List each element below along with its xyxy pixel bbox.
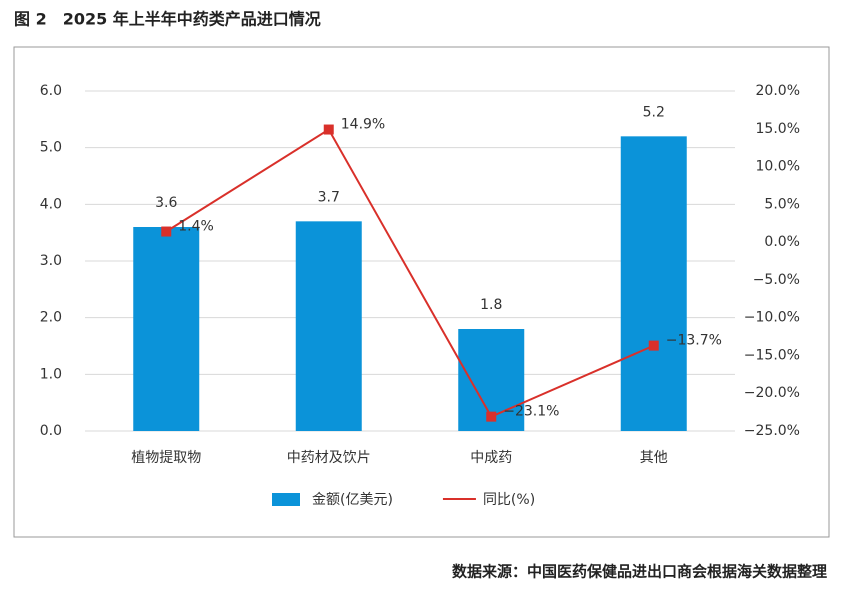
x-tick-label: 中药材及饮片: [287, 450, 371, 466]
legend-swatch: [272, 493, 300, 506]
y-tick-label: 4.0: [40, 196, 62, 212]
bar-value-label: 3.7: [318, 189, 340, 205]
line-value-label: 14.9%: [341, 117, 385, 133]
y2-tick-label: 15.0%: [756, 121, 800, 137]
y2-tick-label: 5.0%: [764, 196, 800, 212]
line-value-label: −23.1%: [503, 404, 559, 420]
chart-title: 图 2 2025 年上半年中药类产品进口情况: [14, 10, 321, 29]
legend-label: 同比(%): [483, 492, 535, 508]
line-marker: [486, 411, 497, 422]
y-tick-label: 2.0: [40, 310, 62, 326]
y-tick-label: 6.0: [40, 83, 62, 99]
y-tick-label: 1.0: [40, 366, 62, 382]
line-value-label: 1.4%: [178, 219, 214, 235]
x-tick-label: 其他: [640, 450, 668, 466]
x-tick-label: 植物提取物: [131, 450, 201, 466]
bar: [133, 227, 200, 431]
y2-tick-label: −5.0%: [753, 272, 800, 288]
line-marker: [648, 340, 659, 351]
chart-frame: [13, 46, 830, 538]
bar-value-label: 1.8: [480, 297, 502, 313]
y-tick-label: 0.0: [40, 423, 62, 439]
legend-label: 金额(亿美元): [312, 492, 393, 508]
line: [165, 128, 655, 418]
y2-tick-label: −25.0%: [744, 423, 800, 439]
source-note: 数据来源：中国医药保健品进出口商会根据海关数据整理: [452, 563, 827, 581]
line-marker: [161, 226, 172, 237]
y-tick-label: 5.0: [40, 140, 62, 156]
line-marker: [323, 124, 334, 135]
x-tick-label: 中成药: [470, 450, 512, 466]
y2-tick-label: −15.0%: [744, 347, 800, 363]
y2-tick-label: 0.0%: [764, 234, 800, 250]
y2-tick-label: −20.0%: [744, 385, 800, 401]
line-value-label: −13.7%: [666, 333, 722, 349]
bar-value-label: 3.6: [155, 195, 177, 211]
y2-tick-label: 20.0%: [756, 83, 800, 99]
y2-tick-label: 10.0%: [756, 159, 800, 175]
bar-value-label: 5.2: [643, 104, 665, 120]
bar: [620, 136, 687, 432]
bar: [295, 221, 362, 431]
y2-tick-label: −10.0%: [744, 310, 800, 326]
y-tick-label: 3.0: [40, 253, 62, 269]
